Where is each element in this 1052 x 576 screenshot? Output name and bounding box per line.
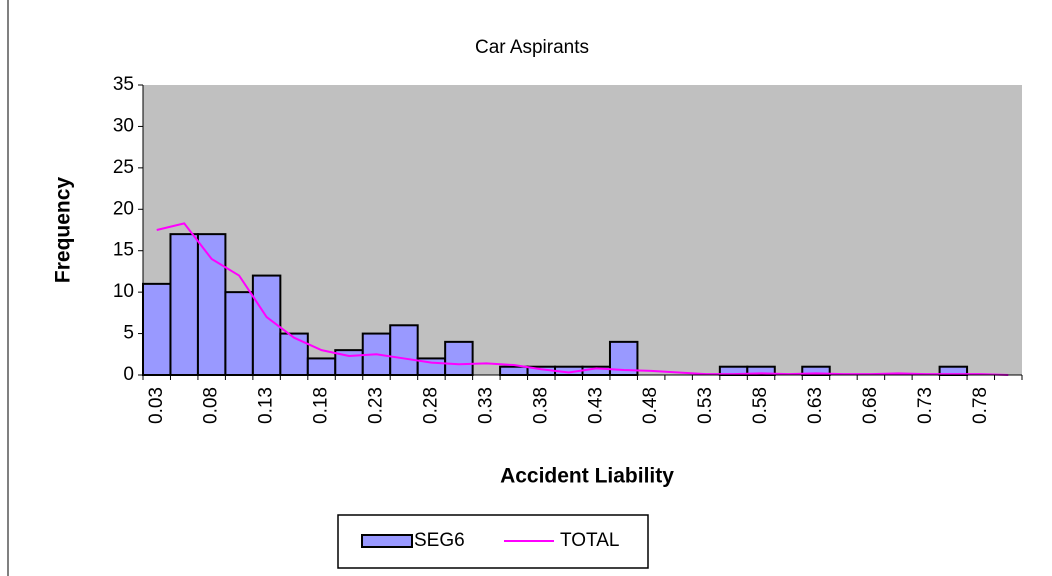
x-tick-label: 0.38: [530, 387, 551, 424]
x-tick-label: 0.68: [860, 387, 881, 424]
x-tick-label: 0.78: [970, 387, 991, 424]
x-tick-label: 0.28: [420, 387, 441, 424]
bar: [169, 233, 199, 376]
x-tick-label: 0.43: [585, 387, 606, 424]
x-tick-label: 0.03: [146, 387, 167, 424]
x-tick-label: 0.08: [201, 387, 222, 424]
bar: [224, 291, 254, 376]
x-tick-label: 0.63: [805, 387, 826, 424]
plot-area: [143, 85, 1022, 375]
legend-swatch: [361, 534, 413, 548]
y-tick-label: 0: [123, 364, 134, 385]
x-tick-label: 0.58: [750, 387, 771, 424]
x-tick-label: 0.13: [256, 387, 277, 424]
legend-label: SEG6: [414, 530, 465, 551]
y-tick-label: 35: [113, 74, 134, 95]
x-tick-label: 0.73: [915, 387, 936, 424]
bar: [196, 233, 227, 376]
bar: [389, 324, 419, 376]
y-axis-label: Frequency: [52, 177, 75, 284]
x-tick-label: 0.23: [366, 387, 387, 424]
y-tick-label: 5: [123, 323, 134, 344]
y-tick-label: 10: [113, 281, 134, 302]
y-tick-label: 30: [113, 115, 134, 136]
y-tick-label: 20: [113, 198, 134, 219]
x-tick-label: 0.48: [640, 387, 661, 424]
y-tick-label: 15: [113, 240, 134, 261]
legend-box: [337, 514, 649, 569]
x-tick-label: 0.18: [311, 387, 332, 424]
x-tick-label: 0.53: [695, 387, 716, 424]
bar: [142, 282, 172, 377]
x-tick-label: 0.33: [475, 387, 496, 424]
bar: [499, 365, 529, 377]
bar: [279, 332, 309, 377]
chart-title: Car Aspirants: [475, 37, 589, 58]
y-tick-label: 25: [113, 157, 134, 178]
bar: [306, 357, 337, 376]
legend-label: TOTAL: [560, 530, 619, 551]
line: [156, 222, 1009, 376]
bar: [444, 340, 474, 377]
x-axis-label: Accident Liability: [500, 465, 674, 488]
